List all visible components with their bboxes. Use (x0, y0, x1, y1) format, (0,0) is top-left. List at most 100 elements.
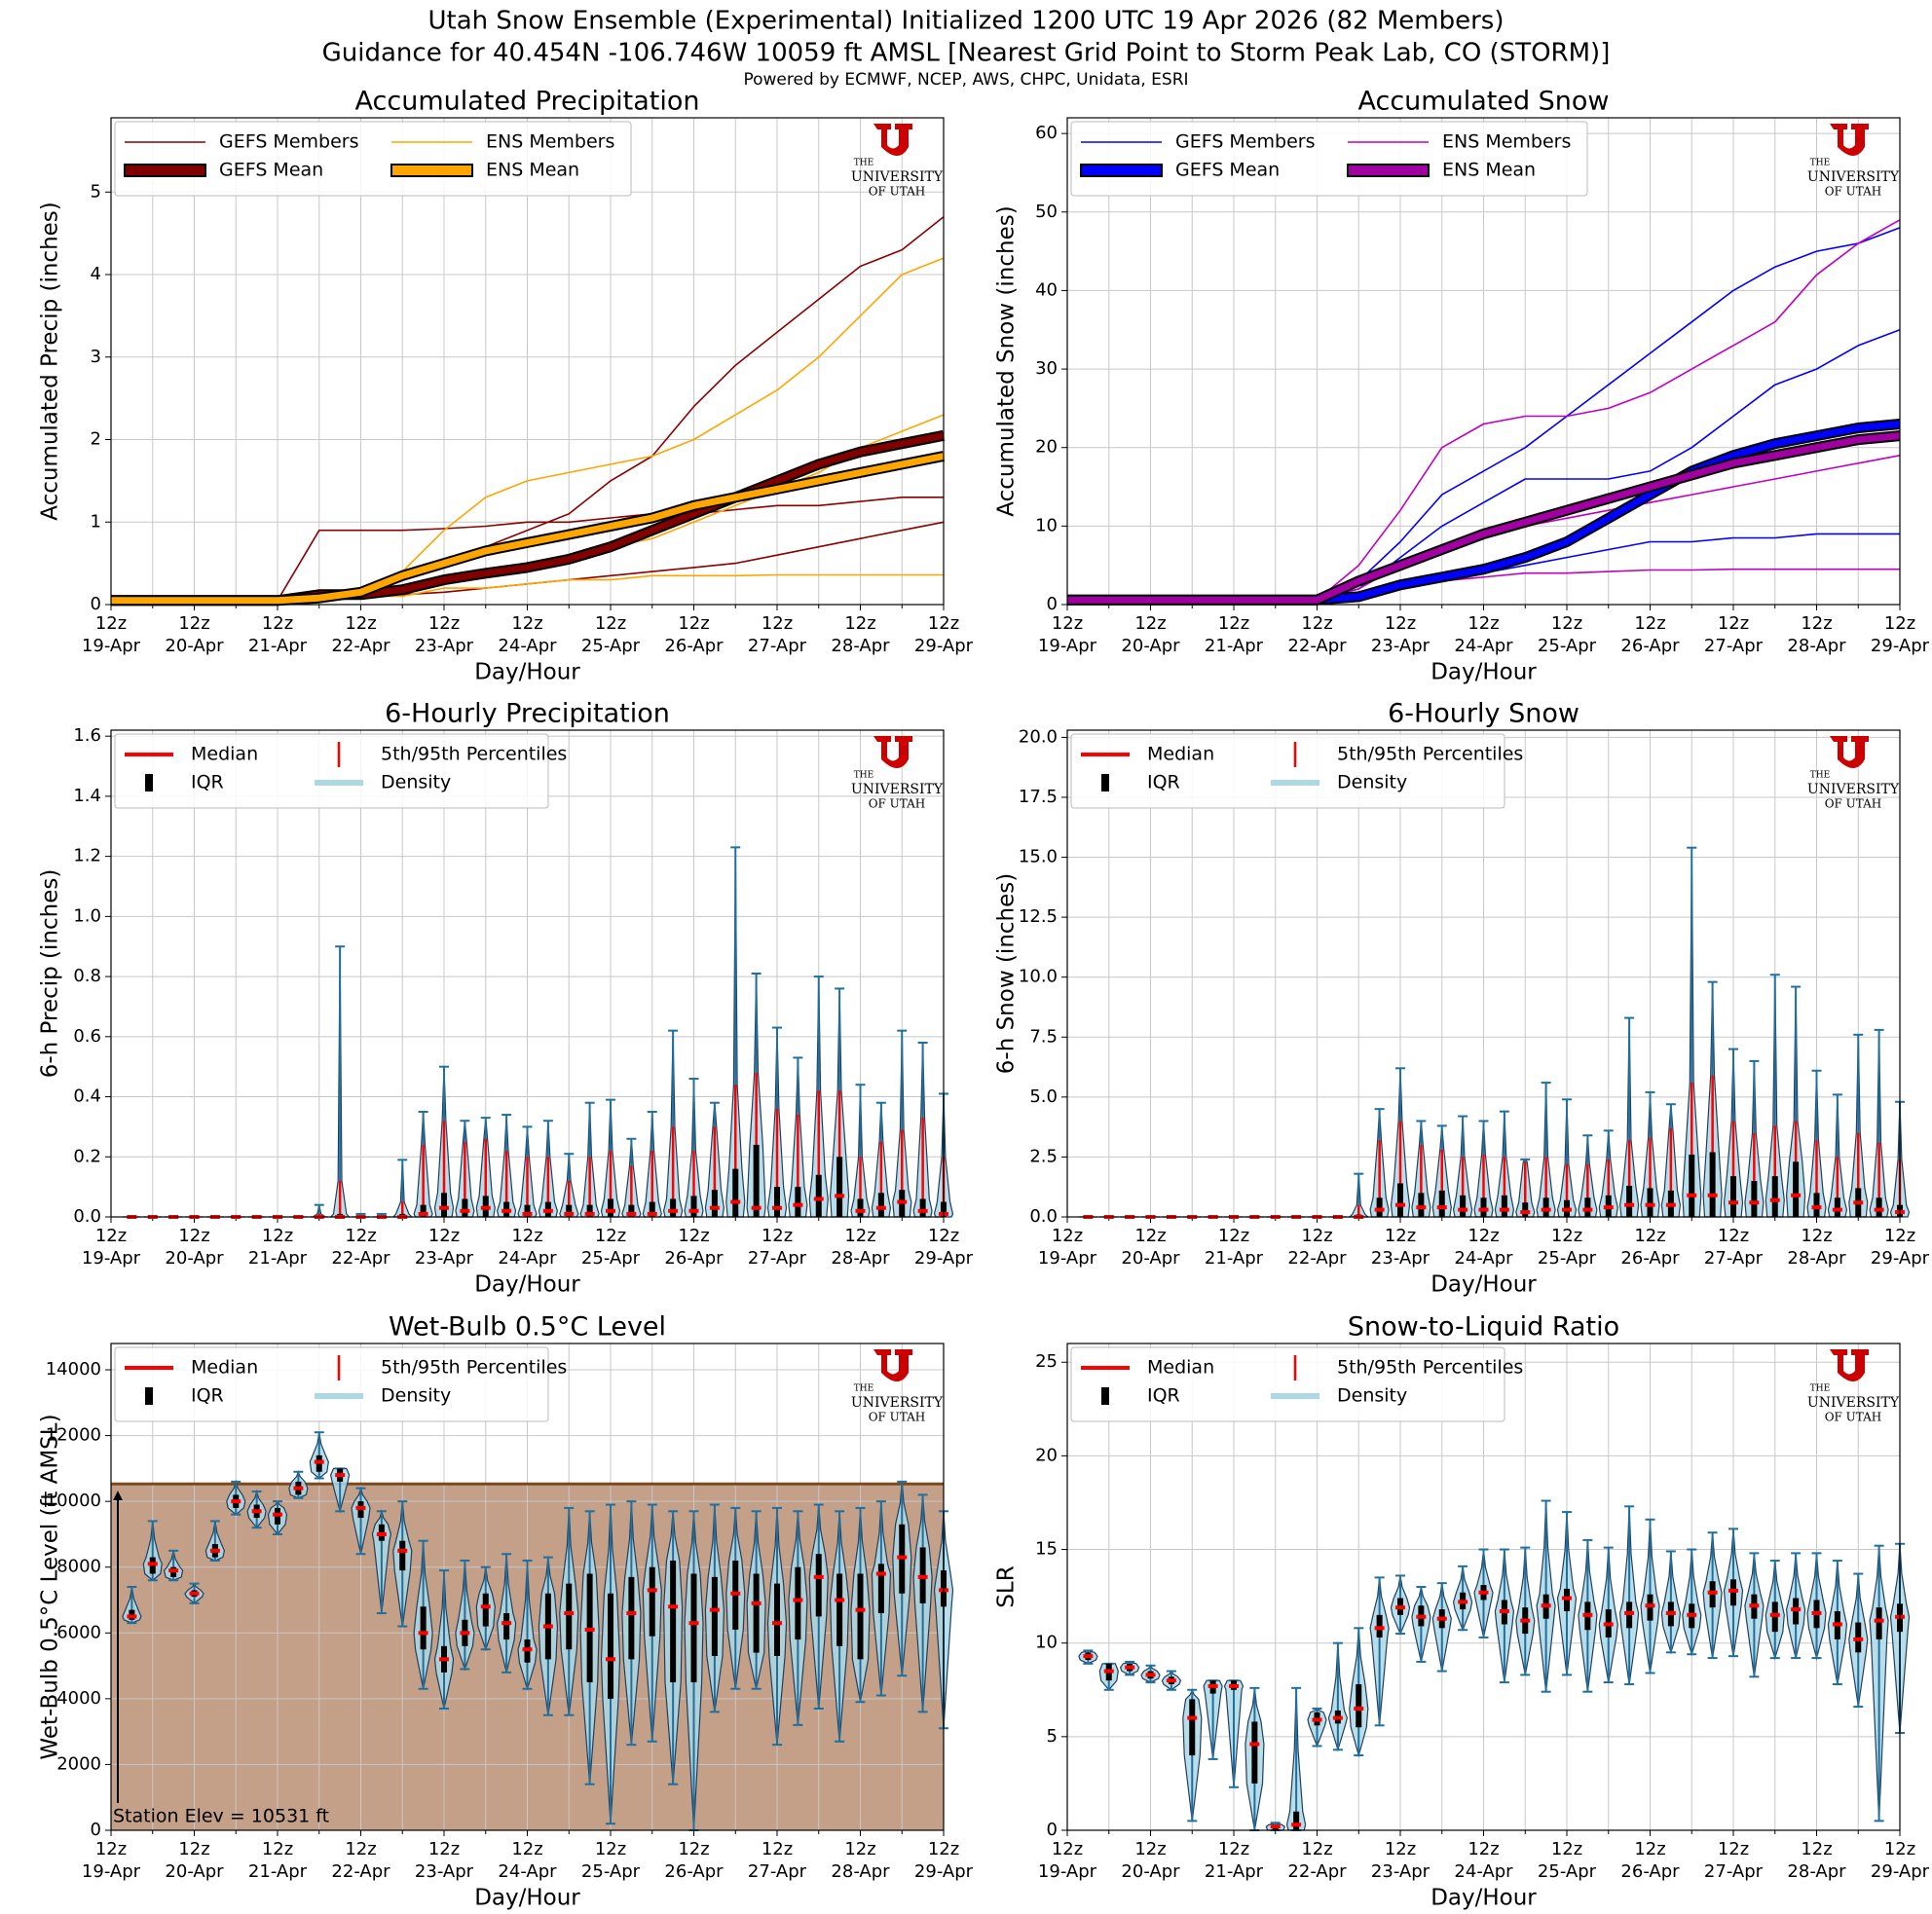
legend-label: GEFS Members (219, 131, 358, 153)
x-tick-date: 29-Apr (1871, 1248, 1930, 1269)
legend-label: Median (191, 744, 258, 765)
logo-text: OF UTAH (869, 185, 926, 199)
violin-iqr (628, 1204, 635, 1217)
x-tick-label: 12z (1801, 613, 1832, 634)
x-tick-label: 12z (1551, 1839, 1582, 1859)
logo-u (873, 124, 912, 156)
legend-box (1070, 733, 1505, 809)
y-tick-label: 0 (1047, 594, 1058, 614)
legend-label: IQR (1147, 1385, 1180, 1407)
y-tick-label: 10 (1035, 515, 1058, 535)
logo-text: OF UTAH (869, 797, 926, 811)
x-tick-label: 12z (762, 1839, 793, 1859)
violin-iqr (670, 1198, 677, 1217)
logo-text: THE (1810, 771, 1830, 781)
y-tick-label: 6000 (56, 1622, 101, 1642)
legend-label: GEFS Mean (219, 160, 323, 181)
x-tick-date: 28-Apr (831, 1861, 890, 1882)
violin-iqr (1251, 1721, 1258, 1784)
violin-iqr (1418, 1193, 1425, 1217)
figure-subtitle: Guidance for 40.454N -106.746W 10059 ft … (322, 39, 1611, 68)
x-tick-label: 12z (1634, 1226, 1665, 1246)
x-tick-date: 24-Apr (1454, 1861, 1513, 1882)
y-axis-label: 6-h Snow (inches) (994, 873, 1020, 1074)
legend-label: 5th/95th Percentiles (381, 744, 567, 765)
logo-text: OF UTAH (869, 1411, 926, 1424)
x-tick-label: 12z (762, 1226, 793, 1246)
x-tick-date: 27-Apr (1704, 1861, 1764, 1882)
violin-iqr (420, 1606, 427, 1650)
violin-iqr (711, 1190, 718, 1217)
violin-iqr (1376, 1197, 1383, 1217)
violin-iqr (1397, 1183, 1403, 1217)
y-tick-label: 10.0 (1019, 967, 1058, 987)
x-tick-label: 12z (678, 613, 709, 634)
violin-iqr (586, 1204, 593, 1217)
legend-handle (1080, 164, 1163, 177)
legend-label: Median (1147, 1357, 1214, 1379)
x-tick-label: 12z (345, 613, 376, 634)
panel-title: 6-Hourly Snow (1388, 699, 1579, 729)
y-axis-label: 6-h Precip (inches) (38, 869, 63, 1079)
y-tick-label: 1.0 (73, 905, 101, 926)
violin-iqr (482, 1593, 489, 1627)
x-tick-date: 20-Apr (1121, 1248, 1180, 1269)
legend-label: Density (1337, 1385, 1407, 1407)
x-tick-date: 27-Apr (1704, 636, 1764, 656)
x-tick-date: 24-Apr (1454, 1248, 1513, 1269)
y-tick-label: 20 (1035, 437, 1058, 458)
violin-iqr (1876, 1607, 1882, 1639)
violin-iqr (774, 1583, 780, 1656)
x-tick-date: 26-Apr (1620, 1861, 1680, 1882)
legend-label: ENS Members (1442, 131, 1571, 153)
x-tick-label: 12z (1718, 1226, 1749, 1246)
panel-title: Accumulated Snow (1357, 87, 1609, 117)
legend-label: ENS Members (486, 131, 614, 153)
x-tick-date: 22-Apr (1287, 1861, 1347, 1882)
panel: 051015202512z19-Apr12z20-Apr12z21-Apr12z… (994, 1312, 1930, 1911)
x-tick-label: 12z (1884, 1839, 1915, 1859)
y-tick-label: 8000 (56, 1557, 101, 1577)
x-tick-label: 12z (1634, 1839, 1665, 1859)
x-tick-date: 19-Apr (82, 636, 141, 656)
x-tick-date: 25-Apr (1538, 1248, 1597, 1269)
logo-text: UNIVERSITY (851, 1395, 944, 1411)
violin-iqr (649, 1566, 655, 1637)
panel: 0.00.20.40.60.81.01.21.41.612z19-Apr12z2… (38, 699, 974, 1298)
y-tick-label: 0.6 (73, 1026, 101, 1047)
x-tick-label: 12z (345, 1839, 376, 1859)
plot-frame (1066, 729, 1901, 1218)
y-tick-label: 12.5 (1019, 906, 1058, 927)
legend-handle (390, 164, 473, 177)
x-tick-label: 12z (1301, 613, 1332, 634)
legend-label: Density (381, 1385, 451, 1407)
y-tick-label: 0.2 (73, 1146, 101, 1166)
panel-title: 6-Hourly Precipitation (385, 699, 670, 729)
legend-label: 5th/95th Percentiles (1337, 1357, 1523, 1379)
legend-box (114, 1346, 549, 1422)
x-tick-label: 12z (95, 1226, 127, 1246)
plot-frame (1066, 117, 1901, 606)
logo-text: THE (854, 159, 873, 168)
y-tick-label: 2 (91, 429, 101, 450)
legend-label: Density (381, 772, 451, 793)
y-tick-label: 4 (91, 264, 101, 284)
logo-text: UNIVERSITY (1807, 782, 1900, 797)
x-tick-label: 12z (511, 1226, 542, 1246)
violin-iqr (690, 1196, 697, 1217)
panel-title: Accumulated Precipitation (355, 87, 700, 117)
x-tick-date: 25-Apr (581, 636, 641, 656)
violin-iqr (1751, 1181, 1758, 1217)
x-tick-date: 22-Apr (1287, 1248, 1347, 1269)
violin-iqr (857, 1573, 864, 1660)
violin-iqr (1584, 1197, 1591, 1217)
violin-iqr (566, 1583, 573, 1650)
x-tick-label: 12z (1218, 613, 1249, 634)
x-tick-date: 23-Apr (1371, 1248, 1430, 1269)
x-tick-date: 28-Apr (831, 1248, 890, 1269)
violin-iqr (753, 1573, 760, 1653)
x-tick-label: 12z (1385, 1839, 1416, 1859)
x-axis-label: Day/Hour (474, 1886, 580, 1911)
